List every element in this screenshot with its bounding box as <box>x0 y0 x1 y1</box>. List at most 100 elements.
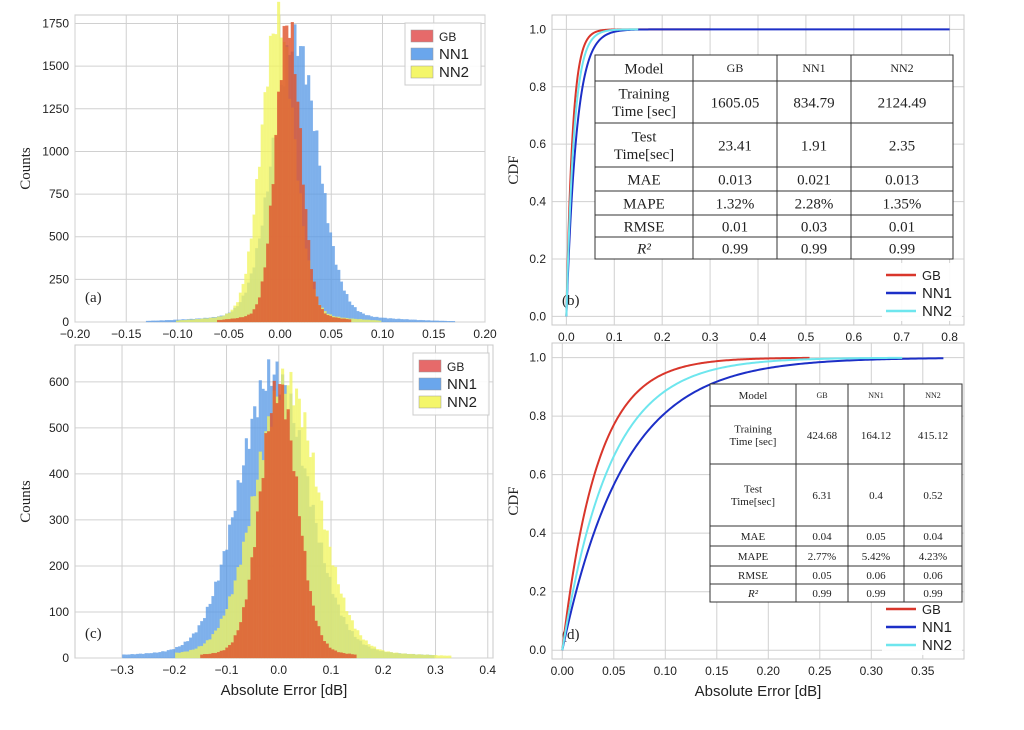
x-tick-label: 0.00 <box>551 664 575 678</box>
legend-label: GB <box>922 602 941 617</box>
legend-label: GB <box>922 268 941 283</box>
histogram-bar <box>301 184 305 323</box>
histogram-bar <box>144 653 148 659</box>
histogram-bar <box>222 650 226 659</box>
x-tick-label: −0.10 <box>162 327 193 341</box>
histogram-bar <box>452 321 456 323</box>
y-tick-label: 200 <box>49 559 69 573</box>
histogram-bar <box>449 321 453 323</box>
histogram-bar <box>197 646 201 659</box>
histogram-bar <box>370 645 374 659</box>
histogram-bar <box>334 566 338 659</box>
histogram-bar <box>298 128 303 323</box>
histogram-bar <box>443 320 447 323</box>
table-row-label: Test <box>632 130 658 146</box>
histogram-bar <box>307 240 311 323</box>
x-tick-label: 0.4 <box>750 330 767 344</box>
histogram-bar <box>389 652 393 659</box>
table-row-label: Time[sec] <box>614 147 674 163</box>
y-axis-label: Counts <box>18 480 34 523</box>
histogram-bar <box>216 652 221 659</box>
histogram-bar <box>400 653 404 659</box>
histogram-bar <box>345 653 349 659</box>
histogram-bar <box>441 320 445 323</box>
histogram-bar <box>161 651 165 659</box>
histogram-bar <box>177 652 182 659</box>
histogram-bar <box>241 283 245 323</box>
x-axis-label: Absolute Error [dB] <box>695 683 822 700</box>
histogram-bar <box>328 546 332 659</box>
y-tick-label: 0.0 <box>529 643 546 657</box>
histogram-bar <box>427 320 431 323</box>
histogram-bar <box>127 654 131 659</box>
table-box <box>594 54 954 260</box>
histogram-bar <box>225 647 229 659</box>
legend-swatch-GB <box>418 359 442 373</box>
histogram-bar <box>336 584 340 659</box>
histogram-bar <box>424 320 428 323</box>
x-tick-label: 0.20 <box>757 664 781 678</box>
histogram-bar <box>172 649 176 659</box>
y-tick-label: 0.2 <box>529 252 546 266</box>
y-tick-label: 1.0 <box>529 351 546 365</box>
histogram-bar <box>370 320 374 323</box>
histogram-bar <box>437 655 441 659</box>
histogram-bar <box>271 184 275 323</box>
histogram-bar <box>148 320 152 323</box>
x-tick-label: 0.2 <box>654 330 671 344</box>
y-tick-label: 0 <box>62 651 69 665</box>
histogram-bar <box>342 318 346 323</box>
histogram-bar <box>317 626 321 659</box>
histogram-bar <box>286 409 290 659</box>
y-tick-label: 1.0 <box>529 22 546 36</box>
y-tick-label: 750 <box>49 187 69 201</box>
histogram-bar <box>373 646 377 659</box>
histogram-bar <box>420 654 424 659</box>
histogram-bar <box>345 294 349 323</box>
histogram-bar <box>130 654 134 659</box>
histogram-bar <box>320 635 324 659</box>
histogram-bar <box>348 319 352 323</box>
histogram-bar <box>367 319 371 323</box>
histogram-bar <box>239 622 243 659</box>
histogram-bar <box>200 318 204 323</box>
histogram-bar <box>380 317 385 323</box>
histogram-bar <box>326 223 330 323</box>
histogram-bar <box>278 383 282 659</box>
histogram-bar <box>378 320 382 323</box>
x-tick-label: 0.30 <box>860 664 884 678</box>
legend-label: NN2 <box>439 64 469 81</box>
histogram-bar <box>353 654 357 659</box>
histogram-bar <box>225 319 229 323</box>
y-tick-label: 0.4 <box>529 195 546 209</box>
histogram-bar <box>398 653 402 659</box>
histogram-bar <box>275 403 279 659</box>
histogram-bar <box>233 318 237 323</box>
legend-swatch-NN1 <box>410 47 434 61</box>
cdf-line-NN1 <box>565 28 950 317</box>
histogram-bar <box>414 654 418 659</box>
histogram-bar <box>147 653 151 659</box>
histogram-bar <box>320 309 324 323</box>
histogram-bar <box>425 654 430 659</box>
panel-label: (a) <box>85 290 102 306</box>
histogram-bar <box>361 639 365 659</box>
histogram-bar <box>138 653 143 659</box>
histogram-bar <box>326 315 330 323</box>
histogram-bar <box>439 655 443 659</box>
table-row-label: RMSE <box>738 570 768 582</box>
table-cell: 415.12 <box>918 430 948 442</box>
table-cell: 1.35% <box>883 196 922 212</box>
x-tick-label: −0.3 <box>110 663 134 677</box>
y-tick-label: 0.6 <box>529 468 546 482</box>
y-tick-label: 500 <box>49 421 69 435</box>
histogram-bar <box>258 491 262 659</box>
histogram-bar <box>186 319 190 323</box>
table-cell: 0.99 <box>923 588 943 600</box>
histogram-bar <box>186 651 190 659</box>
histogram-bar <box>402 319 406 323</box>
histogram-bar <box>434 655 438 659</box>
table-cell: 0.04 <box>812 531 832 543</box>
